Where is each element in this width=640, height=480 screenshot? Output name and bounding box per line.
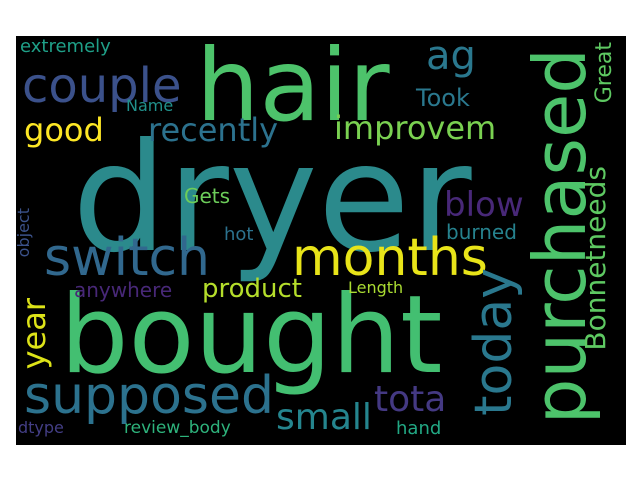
word-year: year <box>16 298 53 370</box>
word-hand: hand <box>396 418 442 439</box>
word-ag: ag <box>426 36 476 79</box>
word-name: Name <box>126 96 174 115</box>
word-burned: burned <box>446 220 517 244</box>
word-improvem: improvem <box>334 109 497 147</box>
word-cloud-canvas: dryer bought hair purchased months switc… <box>16 36 626 445</box>
word-small: small <box>276 397 372 438</box>
word-hot: hot <box>224 224 254 245</box>
word-extremely: extremely <box>20 36 111 57</box>
word-length: Length <box>348 278 404 297</box>
word-hair: hair <box>196 36 390 144</box>
word-product: product <box>202 274 303 304</box>
word-review-body: review_body <box>124 418 231 438</box>
word-good: good <box>24 111 104 149</box>
word-switch: switch <box>44 228 211 288</box>
word-great: Great <box>592 42 617 104</box>
word-months: months <box>292 228 488 288</box>
word-today: today <box>464 268 524 416</box>
word-couple: couple <box>22 58 182 114</box>
word-bought: bought <box>60 273 443 398</box>
word-blow: blow <box>444 185 524 225</box>
word-recently: recently <box>148 111 279 149</box>
word-took: Took <box>416 84 470 112</box>
word-bonnetneeds: Bonnetneeds <box>579 166 612 351</box>
word-gets: Gets <box>184 184 231 208</box>
word-dtype: dtype <box>18 418 64 437</box>
word-anywhere: anywhere <box>74 278 173 302</box>
word-tota: tota <box>374 379 447 420</box>
word-supposed: supposed <box>24 366 274 426</box>
word-object: object <box>16 208 33 258</box>
word-dryer: dryer <box>72 112 472 286</box>
